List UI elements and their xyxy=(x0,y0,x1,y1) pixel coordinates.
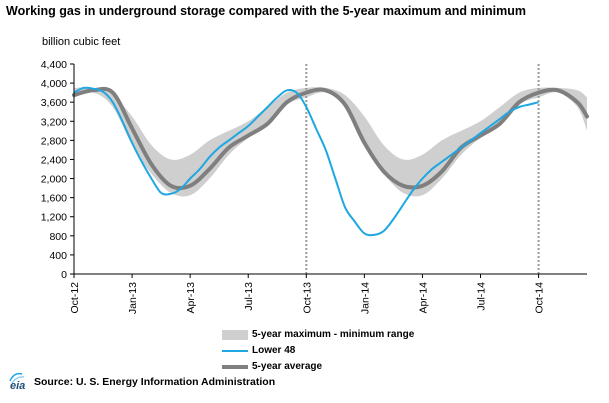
y-tick-label: 0 xyxy=(61,269,67,281)
y-tick-label: 2,000 xyxy=(41,174,67,186)
x-tick-label: Oct-14 xyxy=(534,282,546,314)
y-tick-label: 1,200 xyxy=(41,212,67,224)
range-band-layer xyxy=(74,87,587,197)
line-chart: 0 400 800 1,200 1,600 2,000 2,400 2,800 3,200 3,6… xyxy=(41,59,589,314)
y-tick-label: 3,200 xyxy=(41,116,67,128)
x-tick-label: Apr-14 xyxy=(417,282,429,314)
lower48-series-layer xyxy=(73,86,539,237)
x-tick-label: Jul-14 xyxy=(476,282,488,311)
eia-logo: eia xyxy=(9,372,25,391)
chart-title: Working gas in underground storage compa… xyxy=(6,4,526,18)
range-band xyxy=(74,87,587,197)
x-tick-label: Oct-12 xyxy=(69,282,81,314)
lower48-line xyxy=(73,86,539,237)
legend-label-average: 5-year average xyxy=(252,361,323,372)
legend-label-range: 5-year maximum - minimum range xyxy=(252,329,415,340)
y-tick-label: 400 xyxy=(49,250,67,262)
y-tick-label: 2,800 xyxy=(41,135,67,147)
legend-label-lower48: Lower 48 xyxy=(252,345,296,356)
svg-text:eia: eia xyxy=(10,380,25,391)
y-tick-label: 4,000 xyxy=(41,78,67,90)
axes xyxy=(70,63,587,278)
x-tick-label: Jan-13 xyxy=(127,282,139,314)
legend-swatch-range xyxy=(222,330,248,340)
source-text: Source: U. S. Energy Information Adminis… xyxy=(34,376,276,388)
year-divider-layer xyxy=(305,64,540,274)
y-tick-label: 2,400 xyxy=(41,154,67,166)
y-tick-label: 3,600 xyxy=(41,97,67,109)
x-tick-label: Oct-13 xyxy=(301,282,313,314)
legend-swatch-lower48 xyxy=(222,350,248,352)
legend-swatch-average xyxy=(222,365,248,369)
y-tick-label: 4,400 xyxy=(41,59,67,71)
y-tick-label: 800 xyxy=(49,231,67,243)
x-tick-label: Jan-14 xyxy=(359,282,371,314)
x-tick-label: Apr-13 xyxy=(185,282,197,314)
x-tick-label: Jul-13 xyxy=(243,282,255,311)
x-tick-labels: Oct-12 Jan-13 Apr-13 Jul-13 Oct-13 Jan-14 Apr-… xyxy=(69,282,546,314)
y-tick-label: 1,600 xyxy=(41,193,67,205)
y-tick-labels: 0 400 800 1,200 1,600 2,000 2,400 2,800 3,200 3,6… xyxy=(41,59,67,281)
y-axis-unit-label: billion cubic feet xyxy=(42,36,121,48)
